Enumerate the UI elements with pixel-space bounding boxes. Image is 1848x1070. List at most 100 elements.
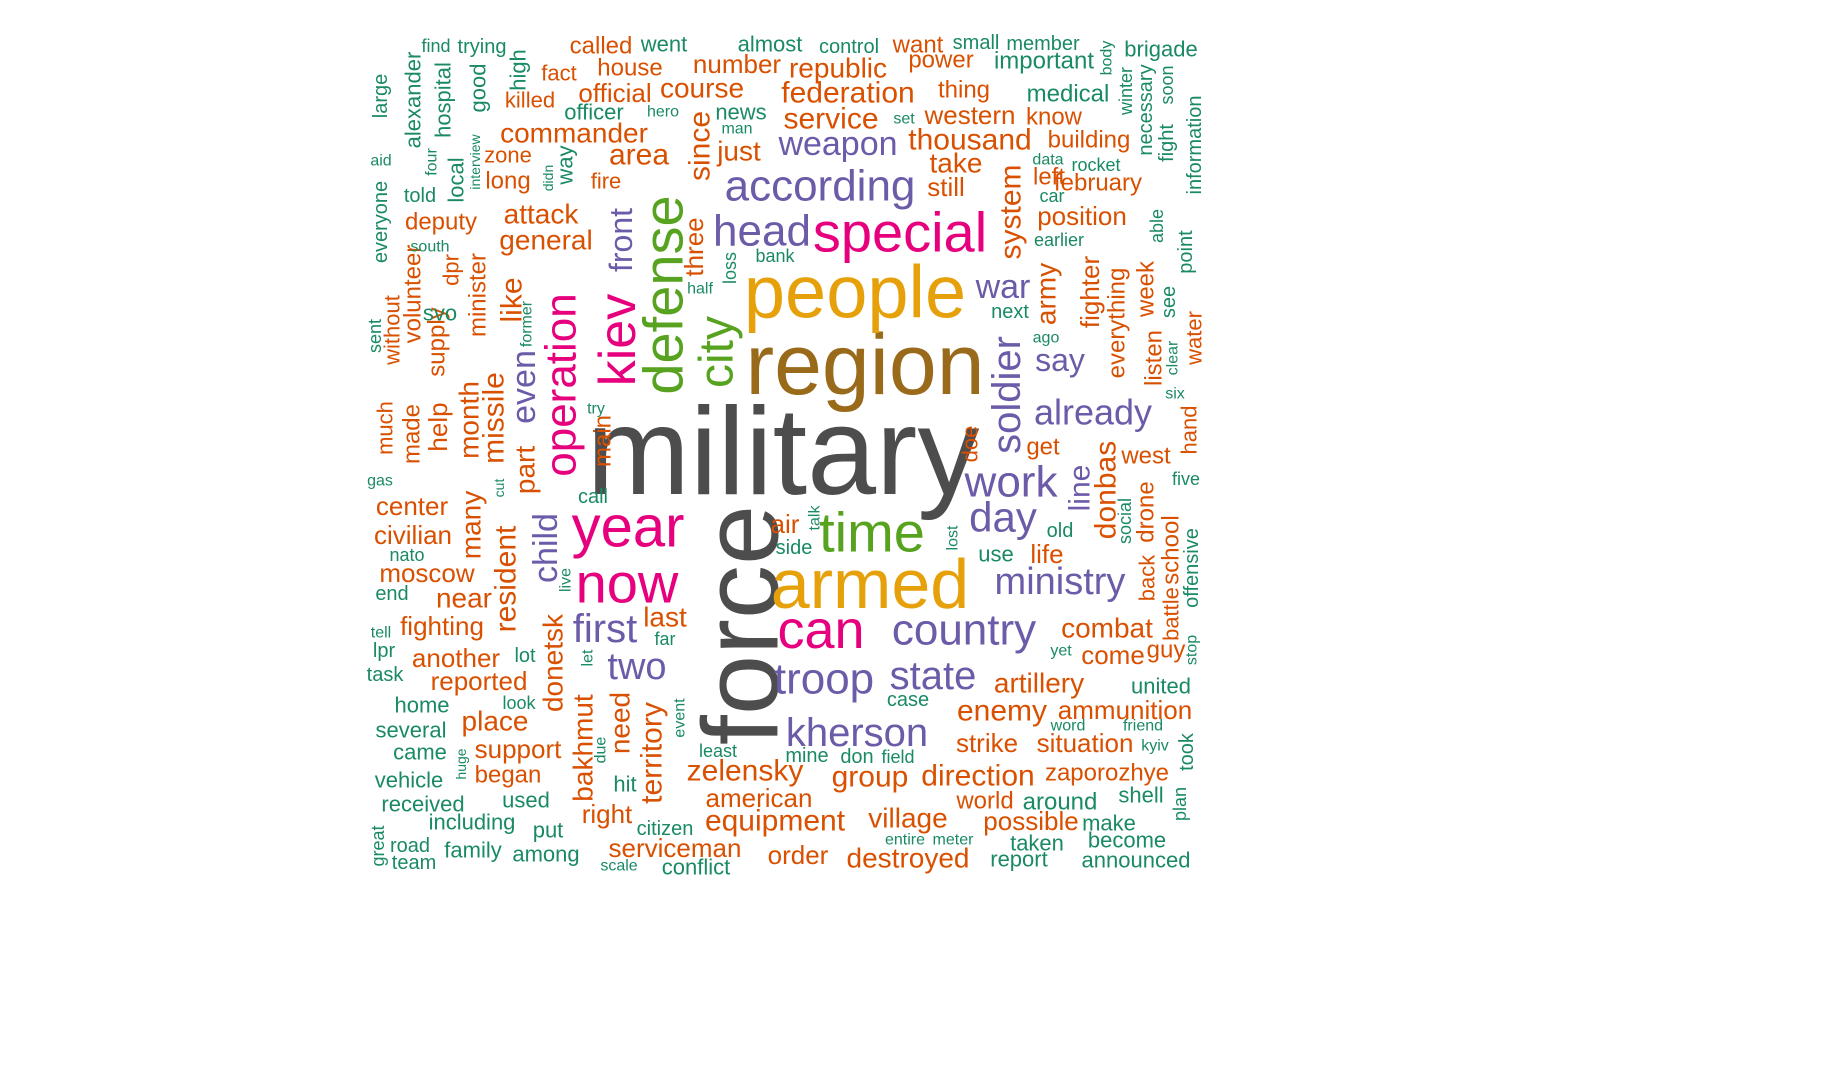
word-volunteer: volunteer <box>400 245 427 344</box>
word-west: west <box>1120 443 1171 470</box>
word-see: see <box>1158 286 1180 318</box>
word-support: support <box>475 734 562 764</box>
word-building: building <box>1048 127 1131 154</box>
word-since: since <box>684 111 717 181</box>
word-important: important <box>994 48 1094 75</box>
word-know: know <box>1026 104 1083 131</box>
word-civilian: civilian <box>374 520 452 550</box>
word-western: western <box>923 100 1015 130</box>
word-stop: stop <box>1184 635 1201 665</box>
word-supply: supply <box>424 307 451 376</box>
word-artillery: artillery <box>994 668 1084 699</box>
word-hero: hero <box>647 104 679 121</box>
word-air: air <box>771 509 800 539</box>
word-several: several <box>376 718 447 743</box>
word-combat: combat <box>1061 613 1153 644</box>
word-set: set <box>893 111 915 128</box>
word-troop: troop <box>774 655 874 704</box>
word-main: main <box>590 415 617 467</box>
word-another: another <box>412 643 501 673</box>
word-much: much <box>373 401 398 455</box>
word-strike: strike <box>956 728 1018 758</box>
word-people: people <box>744 251 966 334</box>
word-country: country <box>892 606 1036 655</box>
word-announced: announced <box>1082 848 1191 873</box>
word-house: house <box>597 55 662 82</box>
word-member: member <box>1006 33 1080 55</box>
word-donbas: donbas <box>1090 441 1123 539</box>
word-child: child <box>527 513 565 583</box>
word-six: six <box>1165 386 1185 403</box>
word-large: large <box>370 74 392 118</box>
word-power: power <box>908 47 973 74</box>
word-drone: drone <box>1133 481 1160 542</box>
word-loss: loss <box>720 252 740 284</box>
word-force: force <box>680 505 801 745</box>
word-special: special <box>813 201 987 264</box>
word-now: now <box>576 552 679 615</box>
word-scale: scale <box>600 858 637 875</box>
word-day: day <box>969 494 1037 541</box>
word-trying: trying <box>458 36 507 58</box>
word-donetsk: donetsk <box>538 613 569 712</box>
word-news: news <box>715 100 766 125</box>
word-like: like <box>496 277 529 322</box>
word-talk: talk <box>807 505 824 531</box>
word-destroyed: destroyed <box>847 843 970 874</box>
word-find: find <box>421 36 450 56</box>
word-part: part <box>510 446 541 494</box>
word-let: let <box>580 649 597 666</box>
word-federation: federation <box>781 77 914 110</box>
word-equipment: equipment <box>705 805 846 838</box>
word-possible: possible <box>983 806 1078 836</box>
word-water: water <box>1182 311 1207 366</box>
word-aid: aid <box>370 153 391 170</box>
word-case: case <box>887 689 929 711</box>
word-high: high <box>506 49 531 91</box>
word-information: information <box>1184 96 1206 195</box>
word-man: man <box>721 121 752 138</box>
word-right: right <box>582 799 633 829</box>
word-don: don <box>840 746 873 768</box>
word-live: live <box>558 568 575 592</box>
word-far: far <box>654 629 675 649</box>
word-shell: shell <box>1118 783 1163 808</box>
word-around: around <box>1023 789 1098 816</box>
word-come: come <box>1081 640 1145 670</box>
word-mine: mine <box>785 745 828 767</box>
word-officer: officer <box>564 100 624 125</box>
word-taken: taken <box>1010 831 1064 856</box>
word-moscow: moscow <box>379 558 475 588</box>
word-become: become <box>1088 828 1166 853</box>
word-serviceman: serviceman <box>609 833 742 863</box>
word-kherson: kherson <box>786 711 928 755</box>
word-almost: almost <box>738 32 803 57</box>
word-missile: missile <box>478 372 511 464</box>
word-gas: gas <box>367 473 393 490</box>
word-least: least <box>699 741 737 761</box>
word-center: center <box>376 491 449 521</box>
word-called: called <box>570 33 633 60</box>
word-february: february <box>1054 170 1142 197</box>
word-ago: ago <box>1033 330 1060 347</box>
word-went: went <box>640 32 687 57</box>
word-area: area <box>609 139 669 172</box>
word-car: car <box>1039 186 1064 206</box>
word-social: social <box>1115 498 1135 544</box>
word-number: number <box>693 49 781 79</box>
word-even: even <box>505 350 543 424</box>
word-task: task <box>367 664 405 686</box>
word-week: week <box>1133 260 1160 318</box>
word-soon: soon <box>1157 65 1177 104</box>
word-deputy: deputy <box>405 209 477 236</box>
word-position: position <box>1037 201 1127 231</box>
word-according: according <box>725 162 916 211</box>
word-attack: attack <box>504 199 580 230</box>
word-offensive: offensive <box>1181 528 1203 608</box>
word-first: first <box>573 607 637 651</box>
word-city: city <box>691 316 744 388</box>
word-official: official <box>578 78 651 108</box>
word-without: without <box>380 295 405 366</box>
word-soldier: soldier <box>985 336 1029 454</box>
word-south: south <box>410 239 449 256</box>
